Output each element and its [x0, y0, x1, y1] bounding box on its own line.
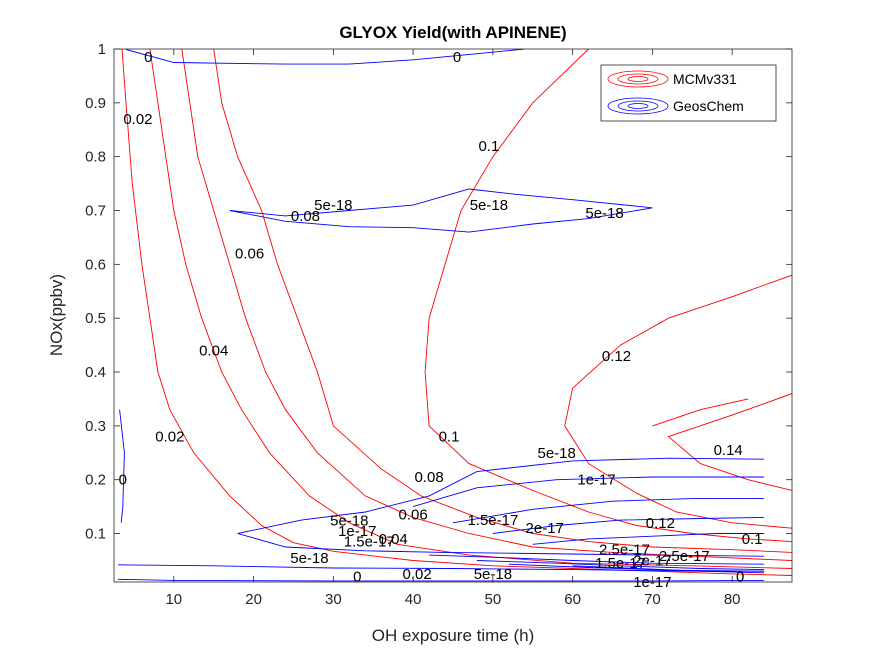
contour-label: 0.08 [291, 208, 320, 225]
contour-line [121, 49, 792, 576]
contour-label: 5e-18 [474, 566, 512, 583]
contour-label: 0.14 [714, 442, 743, 459]
contour-label: 0 [453, 49, 461, 66]
contour-label: 5e-18 [314, 197, 352, 214]
contour-line [149, 49, 792, 569]
contour-line [119, 409, 125, 523]
contour-label: 1e-17 [633, 574, 671, 591]
x-tick-label: 70 [644, 591, 661, 608]
y-tick-label: 0.7 [85, 203, 106, 220]
contour-label: 5e-18 [330, 513, 368, 530]
contour-line [229, 207, 653, 233]
contour-label: 1.5e-17 [595, 555, 646, 572]
x-tick-label: 60 [564, 591, 581, 608]
legend-icon-geos [607, 97, 669, 115]
contour-label: 0.02 [403, 566, 432, 583]
contour-label: 2.5e-17 [659, 548, 710, 565]
plot-area [114, 49, 792, 582]
legend: MCMv331 GeosChem [600, 64, 777, 122]
contour-label: 0.06 [235, 246, 264, 263]
contour-line [652, 398, 749, 427]
y-tick-label: 0.4 [85, 364, 106, 381]
contour-label: 2e-17 [633, 552, 671, 569]
y-tick-label: 0.2 [85, 472, 106, 489]
contour-line [412, 476, 765, 508]
y-axis: 0.1 0.2 0.3 0.4 0.5 0.6 0.7 0.8 0.9 1 [85, 41, 792, 543]
contour-label-overlap: 1e-17 [338, 523, 376, 540]
contour-label: 2.5e-17 [599, 542, 650, 559]
contour-line [667, 393, 792, 491]
contour-label: 0.02 [155, 429, 184, 446]
contour-label: 0 [119, 472, 127, 489]
x-tick-label: 30 [325, 591, 342, 608]
contour-line [508, 563, 765, 572]
contour-label: 0.12 [646, 515, 675, 532]
contour-label: 5e-18 [470, 197, 508, 214]
contour-label: 5e-18 [585, 205, 623, 222]
contour-label: 0.1 [742, 531, 763, 548]
contour-label-layer: 0.02 0.02 0.02 0.04 0.04 0.06 0.06 0.08 0.08 0.1 0… [119, 49, 763, 591]
contour-label: 0 [144, 49, 152, 66]
x-tick-label: 40 [405, 591, 422, 608]
contour-line [492, 516, 765, 534]
y-tick-label: 0.6 [85, 256, 106, 273]
contour-label: 0.1 [439, 429, 460, 446]
plot-frame [113, 48, 793, 583]
y-tick-label: 1 [98, 41, 106, 58]
y-tick-label: 0.5 [85, 310, 106, 327]
legend-entry-mcm: MCMv331 [673, 71, 737, 87]
contour-line [237, 457, 765, 534]
y-tick-label: 0.8 [85, 149, 106, 166]
contour-line [429, 554, 765, 565]
legend-icon-mcm [607, 70, 669, 88]
contour-line [532, 533, 765, 545]
contour-label: 2e-17 [526, 520, 564, 537]
x-tick-label: 80 [724, 591, 741, 608]
contour-label: 0 [353, 569, 361, 586]
contour-line [452, 498, 765, 524]
x-tick-label: 10 [165, 591, 182, 608]
contour-label: 0.1 [478, 138, 499, 155]
contour-label: 0.04 [379, 531, 408, 548]
contour-line [237, 533, 765, 557]
contour-label: 0.02 [123, 111, 152, 128]
contour-label-overlap: 1.5e-17 [344, 534, 395, 551]
contour-line [229, 188, 653, 217]
contour-line [564, 274, 792, 529]
contour-label: 5e-18 [538, 445, 576, 462]
contour-line [572, 565, 765, 574]
contour-label: 1.5e-17 [467, 512, 518, 529]
contour-label: 0.08 [414, 469, 443, 486]
contour-label: 1e-17 [577, 472, 615, 489]
contour-label: 0.12 [602, 348, 631, 365]
x-tick-label: 20 [245, 591, 262, 608]
x-axis-label: OH exposure time (h) [372, 626, 535, 645]
contour-line [424, 49, 792, 543]
x-tick-label: 50 [485, 591, 502, 608]
x-axis: 10 20 30 40 50 60 70 80 [165, 49, 741, 608]
y-axis-label: NOx(ppbv) [47, 274, 66, 356]
contour-label: 5e-18 [290, 550, 328, 567]
y-tick-label: 0.9 [85, 95, 106, 112]
contour-line [181, 49, 792, 561]
y-tick-label: 0.3 [85, 418, 106, 435]
contour-label: 0 [736, 569, 744, 586]
contour-line [476, 560, 765, 571]
legend-entry-geos: GeosChem [673, 98, 744, 114]
contour-label: 0.04 [199, 342, 228, 359]
contour-line [213, 49, 792, 553]
chart-title: GLYOX Yield(with APINENE) [339, 23, 566, 42]
y-tick-label: 0.1 [85, 526, 106, 543]
contour-label: 0.06 [399, 507, 428, 524]
